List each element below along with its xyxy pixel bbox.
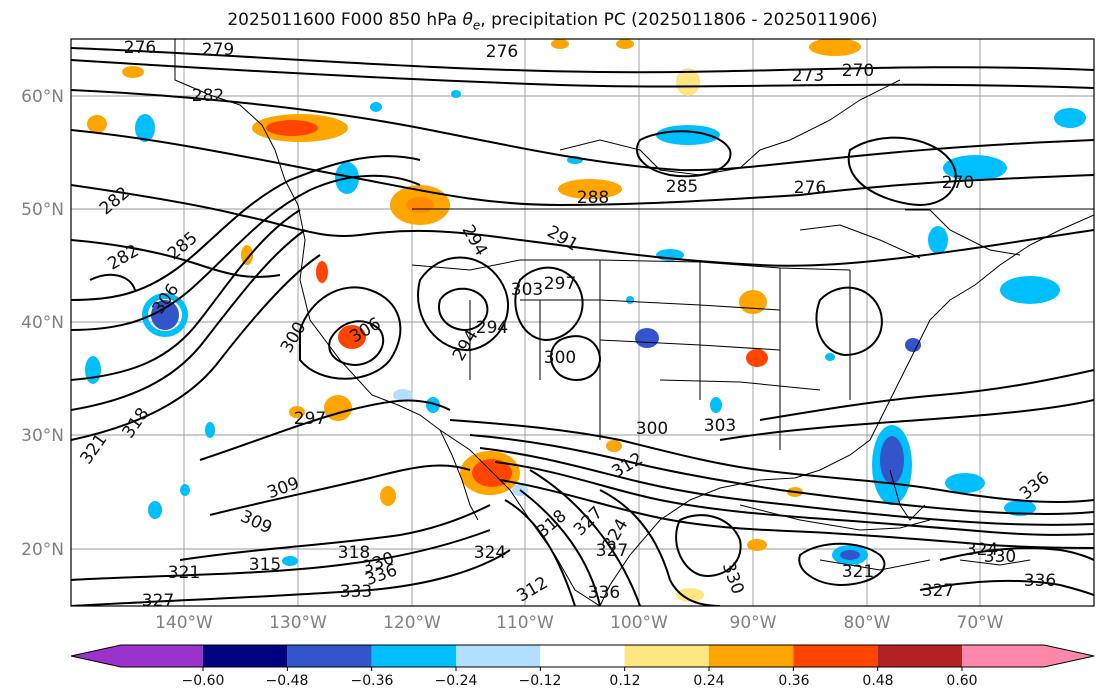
contour-label: 276 bbox=[124, 38, 156, 58]
contour-label: 336 bbox=[1024, 571, 1056, 591]
contour-label: 288 bbox=[577, 188, 609, 208]
theta-e-contours bbox=[71, 47, 1094, 606]
contour-label: 273 bbox=[792, 66, 824, 86]
map-frame bbox=[70, 38, 1095, 607]
title-run: 2025011600 bbox=[227, 10, 336, 30]
title-variable-symbol: θ bbox=[462, 10, 473, 30]
colorbar-segment bbox=[540, 645, 625, 667]
map-title: 2025011600 F000 850 hPa θe, precipitatio… bbox=[0, 10, 1105, 32]
colorbar-extend-high bbox=[1044, 645, 1094, 667]
colorbar: −0.60 −0.48 −0.36 −0.24 −0.12 0.12 0.24 … bbox=[70, 644, 1095, 689]
contour-label: 315 bbox=[249, 555, 281, 575]
colorbar-segment bbox=[203, 645, 288, 667]
lat-label-30n: 30°N bbox=[21, 426, 64, 446]
contour-label: 270 bbox=[942, 173, 974, 193]
title-valid-period: (2025011806 - 2025011906) bbox=[631, 10, 878, 30]
lon-label-120w: 120°W bbox=[383, 613, 441, 633]
contour-label: 300 bbox=[544, 348, 576, 368]
lon-label-110w: 110°W bbox=[496, 613, 554, 633]
colorbar-segment bbox=[287, 645, 372, 667]
colorbar-segment bbox=[456, 645, 541, 667]
colorbar-outline bbox=[70, 644, 1095, 668]
colorbar-tick-label: 0.48 bbox=[862, 673, 893, 689]
colorbar-tick-label: −0.60 bbox=[182, 673, 225, 689]
contour-label: 297 bbox=[294, 409, 326, 429]
contour-label: 324 bbox=[966, 540, 998, 560]
colorbar-segment bbox=[371, 645, 456, 667]
latitude-labels: 60°N 50°N 40°N 30°N 20°N bbox=[21, 87, 64, 560]
contour-label: 282 bbox=[192, 86, 224, 106]
contour-label: 318 bbox=[338, 543, 370, 563]
colorbar-tick-label: −0.36 bbox=[351, 673, 394, 689]
lon-label-140w: 140°W bbox=[155, 613, 213, 633]
contour-label: 333 bbox=[340, 582, 372, 602]
contour-label: 327 bbox=[142, 591, 174, 611]
lon-label-90w: 90°W bbox=[730, 613, 777, 633]
title-forecast-hour: F000 bbox=[340, 10, 384, 30]
colorbar-segment bbox=[624, 645, 709, 667]
contour-label: 279 bbox=[202, 40, 234, 60]
contour-label: 336 bbox=[588, 583, 620, 603]
contour-label: 324 bbox=[474, 543, 506, 563]
contour-label: 330 bbox=[984, 547, 1016, 567]
colorbar-tick-label: 0.24 bbox=[693, 673, 724, 689]
colorbar-segments bbox=[70, 644, 1095, 671]
contour-label: 321 bbox=[168, 563, 200, 583]
colorbar-tick-labels: −0.60 −0.48 −0.36 −0.24 −0.12 0.12 0.24 … bbox=[182, 673, 978, 689]
map-panel: 276 279 276 273 270 282 282 282 285 288 … bbox=[70, 38, 1095, 611]
colorbar-segment bbox=[877, 645, 962, 667]
coastlines-and-borders bbox=[174, 39, 1094, 606]
title-variable-subscript: e bbox=[472, 18, 481, 33]
colorbar-tick-label: −0.24 bbox=[435, 673, 478, 689]
colorbar-extend-low bbox=[71, 645, 121, 667]
contour-label: 270 bbox=[842, 61, 874, 81]
lat-label-50n: 50°N bbox=[21, 200, 64, 220]
lon-label-130w: 130°W bbox=[269, 613, 327, 633]
colorbar-tick-label: 0.60 bbox=[946, 673, 977, 689]
colorbar-tick-label: 0.12 bbox=[609, 673, 640, 689]
title-level: 850 hPa bbox=[388, 10, 458, 30]
precip-pc-shading bbox=[85, 39, 1086, 602]
lat-label-60n: 60°N bbox=[21, 87, 64, 107]
contour-label: 327 bbox=[922, 581, 954, 601]
contour-label: 276 bbox=[486, 42, 518, 62]
colorbar-segment bbox=[793, 645, 878, 667]
title-product: , precipitation PC bbox=[480, 10, 626, 30]
lat-label-20n: 20°N bbox=[21, 540, 64, 560]
lat-label-40n: 40°N bbox=[21, 313, 64, 333]
colorbar-tick-label: −0.48 bbox=[266, 673, 309, 689]
contour-label: 276 bbox=[794, 178, 826, 198]
contour-label: 297 bbox=[544, 274, 576, 294]
lon-label-70w: 70°W bbox=[957, 613, 1004, 633]
colorbar-segment bbox=[121, 645, 203, 667]
contour-label: 294 bbox=[476, 318, 508, 338]
contour-label: 303 bbox=[704, 416, 736, 436]
contour-label: 321 bbox=[842, 562, 874, 582]
lon-label-100w: 100°W bbox=[610, 613, 668, 633]
longitude-labels: 140°W 130°W 120°W 110°W 100°W 90°W 80°W … bbox=[155, 613, 1004, 633]
contour-label: 285 bbox=[666, 177, 698, 197]
contour-label: 300 bbox=[636, 419, 668, 439]
colorbar-segment bbox=[709, 645, 794, 667]
colorbar-tick-label: −0.12 bbox=[519, 673, 562, 689]
colorbar-segment bbox=[962, 645, 1044, 667]
contour-label: 327 bbox=[596, 541, 628, 561]
colorbar-tick-label: 0.36 bbox=[778, 673, 809, 689]
contour-label: 303 bbox=[511, 280, 543, 300]
lon-label-80w: 80°W bbox=[844, 613, 891, 633]
